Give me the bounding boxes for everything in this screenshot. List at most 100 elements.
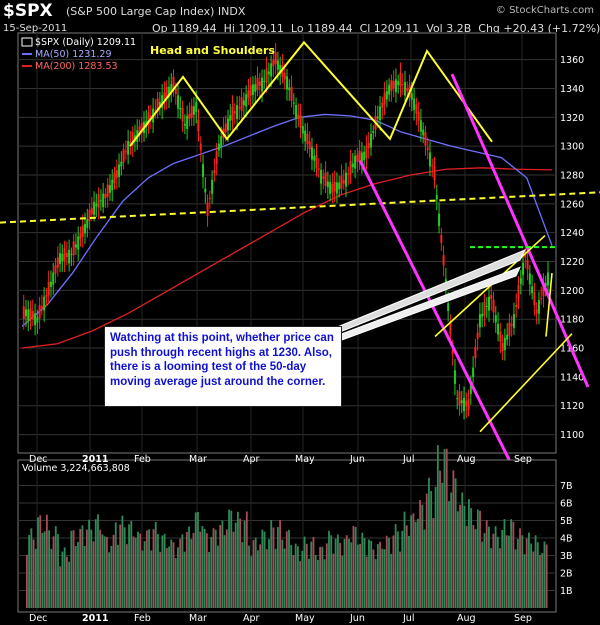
volume-bar: [123, 527, 126, 608]
volume-bar: [454, 478, 457, 608]
candle-body: [226, 118, 229, 131]
volume-bar: [432, 518, 435, 608]
volume-bar: [197, 511, 199, 608]
volume-bar: [339, 542, 341, 608]
candle-body: [86, 218, 89, 228]
candle-body: [447, 303, 450, 312]
volume-bar: [54, 526, 57, 608]
volume-bar: [214, 529, 217, 608]
volume-bar: [374, 559, 377, 608]
volume-bar: [165, 548, 168, 608]
volume-bar: [530, 543, 533, 608]
volume-bar: [108, 552, 110, 608]
candle-body: [456, 398, 459, 400]
volume-y-tick: 6B: [560, 499, 573, 510]
volume-bar: [268, 539, 270, 608]
candle-body: [115, 170, 118, 178]
volume-bar: [159, 551, 162, 608]
volume-bar: [543, 541, 546, 608]
volume-bar: [121, 515, 124, 608]
candle-body: [251, 84, 254, 96]
candle-body: [528, 273, 531, 285]
candle-body: [442, 255, 445, 266]
volume-bar: [221, 520, 224, 608]
volume-bar: [168, 546, 170, 608]
candle-body: [474, 346, 477, 359]
volume-bar: [476, 509, 479, 608]
candle-body: [413, 98, 416, 110]
candle-body: [249, 85, 252, 96]
volume-y-axis: 1B 2B 3B 4B 5B 6B 7B: [560, 481, 573, 597]
volume-bar: [403, 511, 406, 608]
volume-bar: [412, 513, 415, 608]
volume-bar: [425, 493, 428, 608]
candle-body: [283, 73, 286, 80]
volume-bar: [352, 525, 355, 608]
volume-bar: [516, 538, 519, 608]
candle-body: [181, 107, 184, 122]
candle-body: [317, 168, 320, 170]
candle-body: [304, 130, 307, 142]
volume-bar: [303, 536, 306, 608]
candle-body: [503, 337, 506, 350]
volume-bar: [430, 491, 433, 608]
volume-bar: [41, 532, 44, 608]
candle-body: [281, 65, 284, 77]
volume-bar: [188, 526, 190, 608]
candle-body: [360, 152, 363, 163]
candle-body: [478, 314, 481, 328]
volume-bar: [501, 529, 504, 608]
candle-body: [211, 179, 214, 194]
candle-body: [363, 151, 366, 161]
volume-bar: [177, 547, 179, 608]
candle-body: [326, 181, 329, 188]
volume-bars: [26, 445, 548, 608]
candle-body: [202, 164, 205, 177]
candle-body: [540, 298, 543, 300]
volume-bar: [456, 511, 459, 608]
price-y-tick: 1120: [560, 401, 584, 412]
candle-body: [174, 89, 177, 95]
candle-body: [487, 296, 490, 311]
volume-bar: [452, 470, 455, 608]
candle-body: [163, 92, 166, 100]
candle-body: [322, 176, 325, 179]
volume-bar: [190, 539, 193, 608]
volume-bar: [468, 499, 470, 608]
candle-body: [242, 100, 245, 106]
volume-bar: [445, 448, 448, 608]
volume-bar: [77, 541, 79, 608]
volume-y-tick: 5B: [560, 516, 573, 527]
volume-bar: [174, 558, 177, 608]
volume-bar: [99, 529, 102, 608]
candle-body: [410, 93, 413, 100]
candle-body: [472, 367, 475, 377]
volume-bar: [465, 525, 468, 608]
candle-body: [190, 105, 193, 118]
volume-bar: [34, 548, 37, 608]
volume-bar: [461, 492, 464, 608]
candle-body: [358, 150, 361, 162]
volume-bar: [223, 535, 226, 608]
candle-body: [245, 94, 248, 107]
candle-body: [99, 200, 102, 202]
candle-body: [354, 155, 357, 169]
candle-body: [79, 233, 82, 240]
volume-bar: [288, 529, 290, 608]
candle-body: [276, 60, 279, 70]
candle-body: [63, 248, 66, 261]
candle-body: [286, 76, 288, 90]
volume-bar: [512, 521, 515, 608]
volume-bar: [301, 550, 304, 608]
candle-body: [179, 107, 182, 110]
volume-bar: [496, 536, 499, 608]
candle-body: [394, 79, 397, 93]
volume-bar: [514, 549, 517, 608]
candle-body: [499, 331, 502, 342]
volume-bar: [32, 539, 35, 608]
candle-body: [122, 149, 125, 163]
volume-bar: [503, 519, 506, 608]
price-legend: $SPX (Daily) 1209.11 MA(50) 1231.29 MA(2…: [21, 37, 136, 72]
candle-body: [356, 154, 359, 162]
volume-bar: [219, 525, 222, 608]
